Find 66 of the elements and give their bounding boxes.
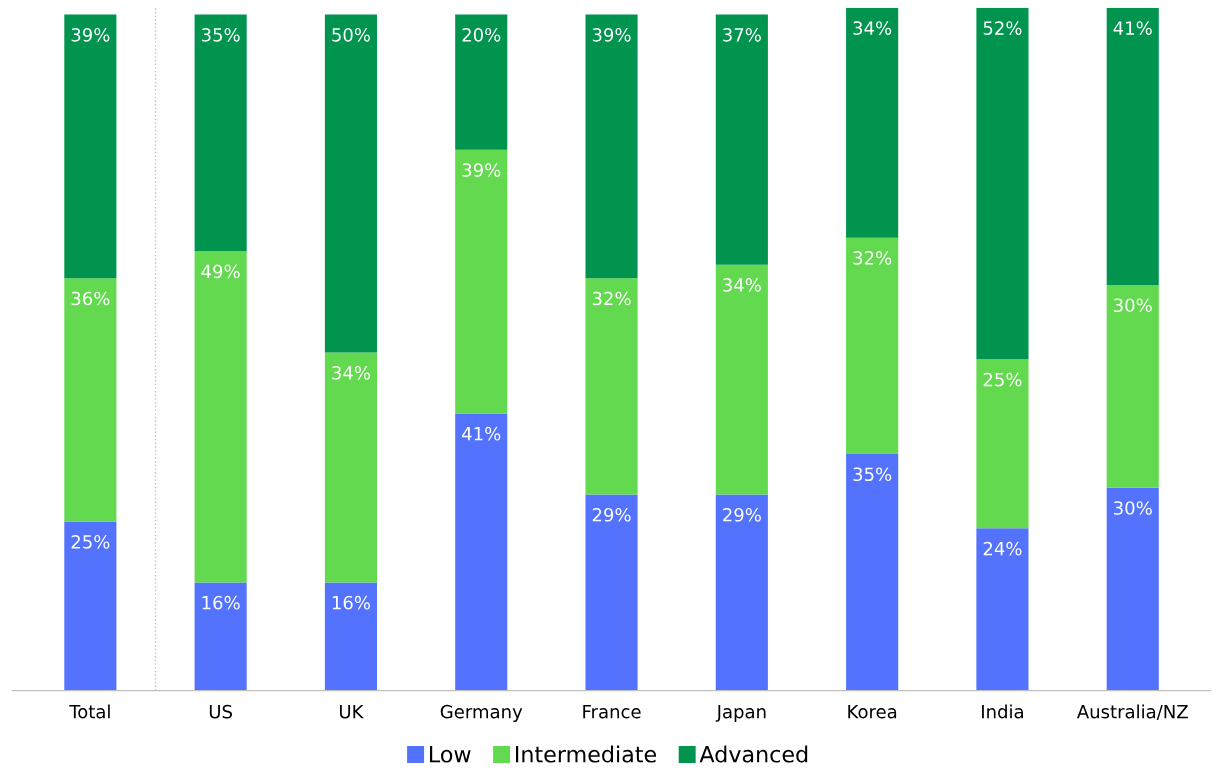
data-label: 25% — [71, 535, 110, 549]
bar — [585, 14, 638, 279]
data-label: 37% — [723, 27, 761, 42]
data-label: 20% — [462, 27, 501, 42]
data-label: 39% — [71, 27, 110, 42]
x-tick-label: France — [583, 705, 641, 719]
data-label: 29% — [592, 507, 631, 522]
bar — [715, 264, 768, 495]
data-label: 39% — [462, 163, 501, 177]
data-label: 50% — [332, 27, 371, 42]
data-label: 24% — [983, 541, 1022, 556]
x-tick-label: US — [209, 704, 232, 719]
data-label: 49% — [201, 264, 240, 279]
legend-label: Advanced — [699, 745, 808, 763]
data-label: 34% — [332, 366, 371, 380]
data-label: 35% — [853, 467, 892, 482]
bar — [64, 14, 117, 279]
bar — [846, 454, 899, 691]
bar — [715, 494, 768, 691]
bar — [64, 278, 117, 522]
data-label: 30% — [1114, 298, 1152, 313]
data-label: 34% — [723, 278, 761, 292]
x-tick-label: Korea — [848, 705, 897, 719]
bar — [585, 278, 638, 495]
x-tick-label: Germany — [440, 704, 523, 722]
data-label: 30% — [1114, 501, 1152, 515]
data-label: 29% — [723, 507, 761, 522]
legend-label: Low — [430, 746, 471, 763]
bar — [846, 7, 899, 238]
bar — [324, 352, 378, 583]
bar — [976, 359, 1029, 529]
bar — [976, 528, 1029, 691]
bar — [64, 521, 117, 691]
bar — [194, 582, 247, 691]
data-label: 25% — [983, 372, 1022, 387]
x-tick-label: India — [982, 704, 1023, 719]
bar — [846, 237, 899, 454]
bar — [455, 14, 508, 150]
bar — [1106, 487, 1159, 691]
data-label: 41% — [462, 426, 501, 441]
data-label: 32% — [853, 251, 892, 265]
data-label: 32% — [592, 291, 631, 306]
x-tick-label: Total — [69, 704, 110, 719]
data-label: 41% — [1113, 21, 1152, 35]
bar — [1106, 7, 1159, 285]
bar — [715, 14, 768, 265]
x-tick-label: UK — [339, 705, 364, 719]
bar — [976, 7, 1029, 360]
bar — [585, 494, 638, 691]
data-label: 35% — [201, 27, 240, 42]
bar — [324, 582, 378, 691]
data-label: 16% — [202, 595, 240, 610]
data-label: 39% — [592, 27, 631, 42]
data-label: 52% — [983, 21, 1022, 35]
x-tick-label: Japan — [715, 705, 766, 722]
bar — [324, 14, 378, 353]
data-label: 16% — [332, 595, 371, 610]
x-tick-label: Australia/NZ — [1076, 704, 1188, 720]
data-label: 36% — [71, 291, 110, 306]
bar — [455, 413, 508, 691]
bar — [1106, 285, 1159, 488]
legend-label: Intermediate — [515, 745, 656, 763]
bar — [455, 149, 508, 414]
bar — [194, 251, 247, 583]
data-label: 34% — [853, 21, 892, 35]
bar — [194, 14, 247, 252]
